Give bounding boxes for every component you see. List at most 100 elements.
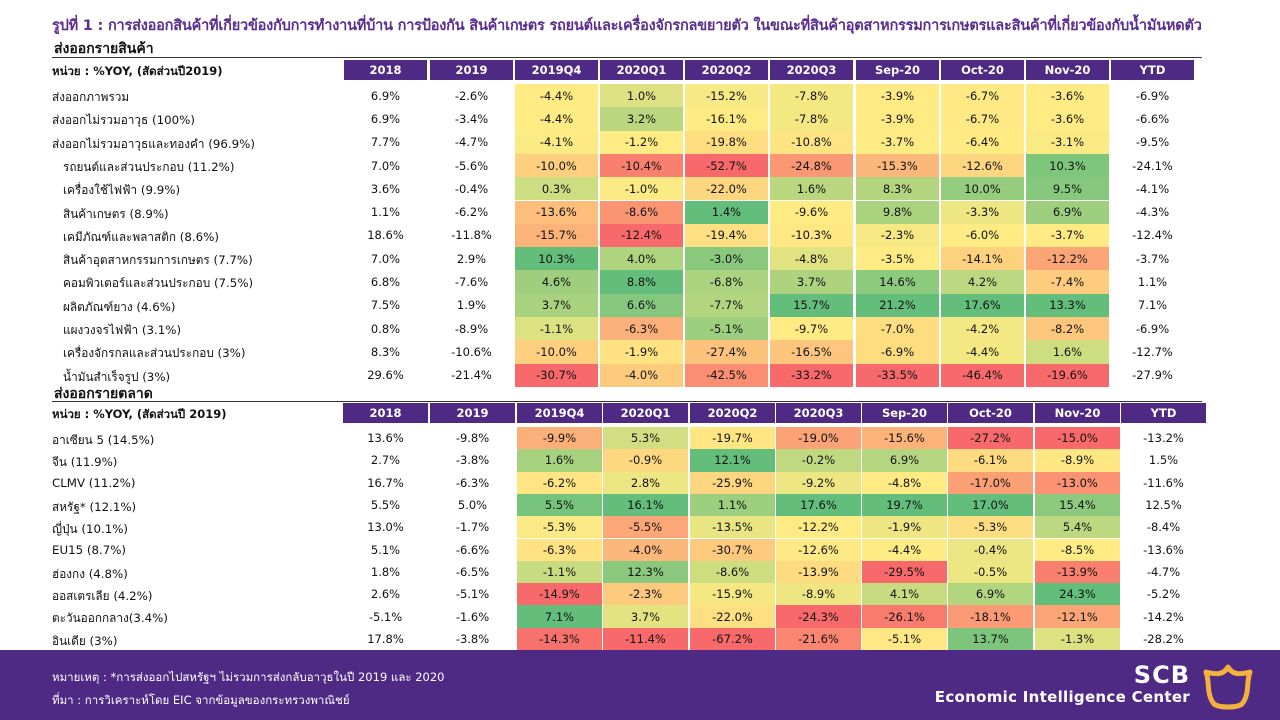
table-cell: 10.3% — [1026, 153, 1109, 178]
table-cell: -3.9% — [856, 107, 939, 131]
table-cell: 6.9% — [948, 583, 1033, 606]
table-cell: -12.6% — [776, 538, 861, 561]
table-cell: -26.1% — [862, 605, 947, 628]
table-cell: 1.6% — [770, 177, 853, 201]
table-cell: -15.7% — [515, 223, 598, 248]
column-header-2020q3: 2020Q3 — [770, 60, 853, 80]
table-cell: -13.2% — [1143, 431, 1184, 446]
row-label: อาเซียน 5 (14.5%) — [52, 433, 155, 447]
brand-subtitle: Economic Intelligence Center — [934, 688, 1190, 706]
brand: SCB Economic Intelligence Center — [935, 662, 1190, 706]
row-label: ฮ่องกง (4.8%) — [52, 566, 128, 581]
row-label: รถยนต์และส่วนประกอบ (11.2%) — [63, 159, 235, 174]
column-header-nov-20: Nov-20 — [1026, 60, 1109, 80]
table-cell: -19.6% — [1026, 363, 1109, 387]
row-label: EU15 (8.7%) — [52, 542, 127, 557]
table-cell: -6.3% — [517, 538, 602, 561]
row-label: สหรัฐ* (12.1%) — [52, 499, 137, 514]
table-cell: -4.7% — [454, 135, 489, 150]
table-cell: -6.2% — [517, 471, 602, 494]
table-cell: 5.3% — [603, 427, 688, 450]
table-cell: -8.9% — [454, 321, 489, 336]
table-cell: 10.3% — [515, 247, 598, 271]
table-cell: -4.8% — [770, 247, 853, 271]
table-cell: -15.0% — [1035, 427, 1120, 450]
column-header-nov-20: Nov-20 — [1035, 403, 1120, 423]
table-cell: -9.9% — [517, 427, 602, 450]
table-cell: -14.3% — [517, 627, 602, 650]
table-cell: -21.6% — [776, 627, 861, 650]
table-cell: -11.8% — [451, 228, 492, 243]
table-cell: -6.1% — [948, 449, 1033, 472]
column-header-2019: 2019 — [430, 60, 513, 80]
table-cell: -5.3% — [517, 516, 602, 539]
row-label: น้ำมันสำเร็จรูป (3%) — [63, 369, 171, 384]
table-cell: -0.4% — [454, 181, 489, 196]
table-cell: 18.6% — [367, 228, 404, 243]
table-cell: -1.9% — [862, 516, 947, 539]
row-label: ส่งออกไม่รวมอาวุธและทองคำ (96.9%) — [52, 136, 255, 151]
table-cell: 6.9% — [1026, 200, 1109, 224]
table-cell: -2.6% — [454, 88, 489, 103]
table-cell: 13.6% — [367, 431, 404, 446]
table-cell: -16.5% — [770, 340, 853, 364]
table-cell: -6.7% — [941, 84, 1024, 108]
table-cell: -12.2% — [776, 516, 861, 539]
table-cell: 1.6% — [517, 449, 602, 472]
table-cell: -15.9% — [690, 583, 775, 606]
table-cell: -0.4% — [948, 538, 1033, 561]
column-header-2020q1: 2020Q1 — [600, 60, 683, 80]
table-cell: -7.0% — [856, 317, 939, 341]
table-cell: 16.7% — [367, 475, 404, 490]
table-cell: -22.0% — [690, 605, 775, 628]
table-cell: -7.8% — [770, 107, 853, 131]
table-cell: -9.8% — [455, 431, 490, 446]
table-cell: -6.7% — [941, 107, 1024, 131]
products-rule — [52, 57, 1202, 58]
table-cell: 1.4% — [685, 200, 768, 224]
table-cell: -13.9% — [776, 560, 861, 584]
row-label: คอมพิวเตอร์และส่วนประกอบ (7.5%) — [63, 276, 254, 291]
table-cell: -13.9% — [1035, 560, 1120, 584]
table-cell: -21.4% — [451, 368, 492, 383]
table-cell: -4.1% — [1135, 181, 1170, 196]
row-label: เคมีภัณฑ์และพลาสติก (8.6%) — [63, 229, 219, 244]
row-label: ผลิตภัณฑ์ยาง (4.6%) — [63, 299, 176, 314]
table-cell: -24.1% — [1132, 158, 1173, 173]
table-cell: 13.7% — [948, 627, 1033, 650]
table-cell: -3.7% — [1135, 251, 1170, 266]
table-cell: -0.2% — [776, 449, 861, 472]
table-cell: -5.2% — [1146, 587, 1181, 602]
table-cell: -3.7% — [1026, 223, 1109, 248]
markets-heading: ส่งออกรายตลาด — [54, 386, 153, 402]
table-cell: -27.9% — [1132, 368, 1173, 383]
table-cell: -19.8% — [685, 130, 768, 154]
table-cell: -1.1% — [515, 317, 598, 341]
table-cell: -5.3% — [948, 516, 1033, 539]
table-cell: 7.5% — [370, 298, 401, 313]
table-cell: -10.4% — [600, 153, 683, 178]
table-cell: 1.0% — [600, 84, 683, 108]
table-cell: -5.6% — [454, 158, 489, 173]
table-cell: -3.5% — [856, 247, 939, 271]
table-cell: -2.3% — [603, 583, 688, 606]
table-cell: -3.1% — [1026, 130, 1109, 154]
table-cell: -13.6% — [1143, 542, 1184, 557]
table-cell: -1.9% — [600, 340, 683, 364]
table-cell: -14.1% — [941, 247, 1024, 271]
table-cell: 12.3% — [603, 560, 688, 584]
table-cell: 6.6% — [600, 293, 683, 317]
row-label: ตะวันออกกลาง(3.4%) — [52, 611, 168, 626]
column-header-2020q1: 2020Q1 — [603, 403, 688, 423]
table-cell: -22.0% — [685, 177, 768, 201]
table-cell: 1.9% — [456, 298, 487, 313]
table-cell: -6.8% — [685, 270, 768, 294]
table-cell: -10.3% — [770, 223, 853, 248]
footnote: หมายเหตุ : *การส่งออกไปสหรัฐฯ ไม่รวมการส… — [52, 670, 445, 684]
table-cell: 4.2% — [941, 270, 1024, 294]
column-header-oct-20: Oct-20 — [941, 60, 1024, 80]
table-cell: -14.9% — [517, 583, 602, 606]
table-cell: -8.9% — [776, 583, 861, 606]
table-cell: -24.8% — [770, 153, 853, 178]
table-cell: -1.0% — [600, 177, 683, 201]
